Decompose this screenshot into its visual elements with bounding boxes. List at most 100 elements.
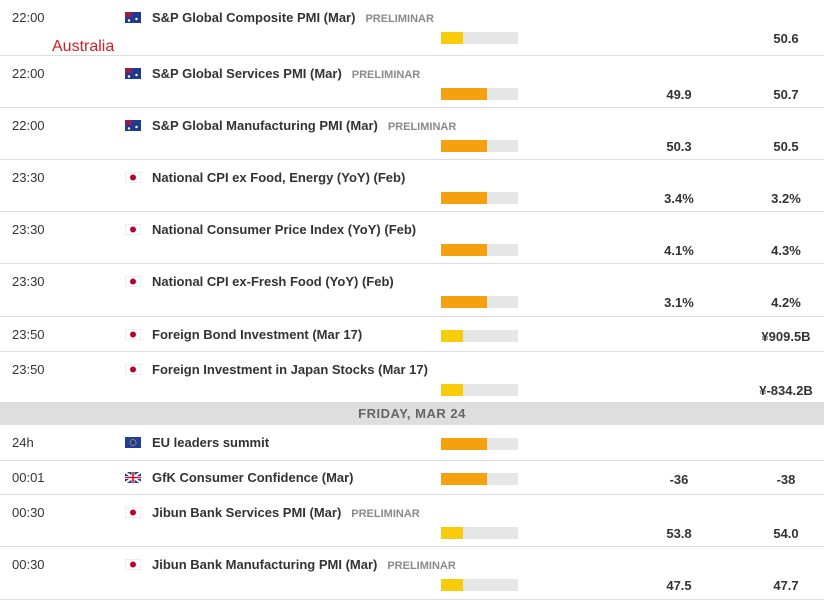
event-time: 22:00 [12, 66, 45, 81]
consensus-value: 3.4% [664, 191, 694, 206]
impact-bar [441, 384, 518, 396]
event-time: 23:30 [12, 170, 45, 185]
event-title: Foreign Bond Investment (Mar 17) [152, 326, 363, 342]
country-flag [125, 276, 141, 287]
impact-bar [441, 579, 518, 591]
impact-level [441, 244, 487, 256]
event-time: 00:01 [12, 470, 45, 485]
event-row: 23:50 Foreign Bond Investment (Mar 17) ¥90… [0, 317, 824, 352]
previous-value: 47.7 [773, 578, 799, 593]
impact-bar [441, 296, 518, 308]
event-row: 22:00 S&P Global Services PMI (Mar) PRELIM… [0, 56, 824, 108]
event-tag: PRELIMINAR [365, 13, 434, 25]
previous-value: 50.6 [773, 31, 799, 46]
impact-bar [441, 329, 518, 342]
impact-level [441, 88, 487, 100]
country-flag [125, 68, 141, 79]
event-time: 23:50 [12, 362, 45, 377]
previous-value: -38 [776, 472, 796, 487]
event-time: 00:30 [12, 557, 45, 572]
event-title: National CPI ex Food, Energy (YoY) (Feb) [152, 170, 406, 185]
impact-level [441, 579, 463, 591]
day-header: FRIDAY, MAR 24 [0, 403, 824, 425]
previous-value: 50.7 [773, 87, 799, 102]
event-time: 23:30 [12, 222, 45, 237]
event-name: National CPI ex Food, Energy (YoY) (Feb) [152, 170, 405, 186]
event-title: Jibun Bank Services PMI (Mar) [152, 505, 342, 520]
previous-value: 50.5 [773, 139, 799, 154]
event-name: National Consumer Price Index (YoY) (Feb… [152, 222, 416, 238]
impact-bar [441, 244, 518, 256]
country-flag [125, 172, 141, 183]
impact-bar [441, 140, 518, 152]
impact-bar [441, 192, 518, 204]
event-name: GfK Consumer Confidence (Mar) [152, 470, 354, 486]
consensus-value: 4.1% [664, 243, 694, 258]
event-title: National Consumer Price Index (YoY) (Feb… [152, 222, 417, 237]
consensus-value: 50.3 [666, 139, 692, 154]
previous-value: 4.3% [771, 243, 801, 258]
impact-level [441, 296, 487, 308]
event-name: Foreign Bond Investment (Mar 17) [152, 327, 362, 343]
event-tag: PRELIMINAR [351, 69, 421, 81]
consensus-value: 3.1% [664, 295, 694, 310]
event-name: EU leaders summit [152, 435, 269, 451]
previous-value: ¥909.5B [761, 328, 811, 344]
event-row: 22:00 S&P Global Composite PMI (Mar) PRELI… [0, 0, 824, 56]
country-flag [125, 12, 141, 23]
impact-level [441, 32, 463, 44]
event-row: 23:30 National Consumer Price Index (YoY)… [0, 212, 824, 264]
impact-level [441, 384, 463, 396]
event-tag: PRELIMINAR [387, 121, 457, 133]
event-time: 23:30 [12, 274, 45, 289]
event-name: Foreign Investment in Japan Stocks (Mar … [152, 362, 428, 378]
event-time: 00:30 [12, 505, 45, 520]
country-flag [125, 507, 141, 518]
impact-bar [441, 527, 518, 539]
event-time: 22:00 [12, 10, 45, 25]
event-title: Jibun Bank Manufacturing PMI (Mar) [152, 557, 378, 572]
impact-level [441, 140, 487, 152]
event-tag: PRELIMINAR [351, 508, 420, 520]
impact-bar [441, 88, 518, 100]
event-time: 22:00 [12, 118, 45, 133]
event-title: S&P Global Manufacturing PMI (Mar) [152, 118, 378, 133]
impact-level [441, 473, 487, 485]
impact-level [441, 192, 487, 204]
event-name: National CPI ex-Fresh Food (YoY) (Feb) [152, 274, 394, 290]
impact-level [441, 527, 463, 539]
event-row: 23:30 National CPI ex Food, Energy (YoY) … [0, 160, 824, 212]
event-name: Jibun Bank Services PMI (Mar) PRELIMINAR [152, 505, 420, 522]
previous-value: 54.0 [773, 526, 799, 541]
consensus-value: 49.9 [666, 87, 692, 102]
country-flag [125, 559, 141, 570]
event-title: S&P Global Composite PMI (Mar) [152, 10, 356, 25]
event-title: GfK Consumer Confidence (Mar) [152, 470, 354, 485]
event-tag: PRELIMINAR [387, 560, 456, 572]
consensus-value: 53.8 [666, 526, 692, 541]
event-name: Jibun Bank Manufacturing PMI (Mar) PRELIM… [152, 557, 456, 574]
event-row: 00:30 Jibun Bank Services PMI (Mar) PRELIM… [0, 495, 824, 547]
event-name: S&P Global Services PMI (Mar) PRELIMINAR [152, 66, 420, 83]
event-row: 22:00 S&P Global Manufacturing PMI (Mar) P… [0, 108, 824, 160]
impact-level [441, 329, 463, 342]
event-row: 24h EU leaders summit [0, 425, 824, 461]
impact-bar [441, 32, 518, 44]
consensus-value: 47.5 [666, 578, 692, 593]
event-title: S&P Global Services PMI (Mar) [152, 66, 342, 81]
country-flag [125, 364, 141, 375]
country-flag [125, 472, 141, 483]
previous-value: 3.2% [771, 191, 801, 206]
event-row: 23:50 Foreign Investment in Japan Stocks … [0, 352, 824, 403]
event-title: EU leaders summit [152, 435, 270, 450]
event-title: Foreign Investment in Japan Stocks (Mar … [152, 362, 428, 377]
consensus-value: -36 [669, 472, 689, 487]
event-name: S&P Global Composite PMI (Mar) PRELIMINAR [152, 10, 434, 27]
event-time: 24h [12, 435, 34, 450]
previous-value: ¥-834.2B [759, 383, 813, 398]
event-time: 23:50 [12, 326, 45, 342]
impact-bar [441, 473, 518, 485]
country-flag [125, 224, 141, 235]
annotation: Australia [52, 38, 115, 55]
